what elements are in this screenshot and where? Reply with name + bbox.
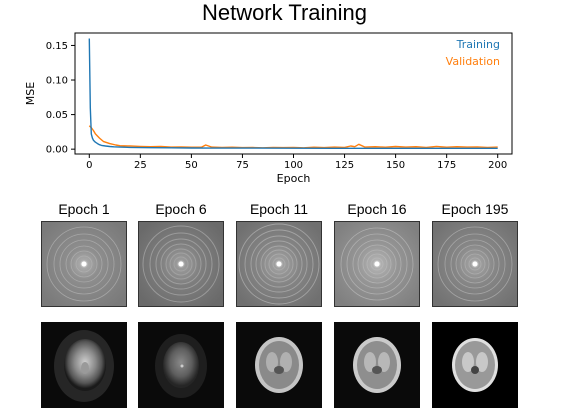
- kspace-image-epoch-11: [236, 221, 322, 307]
- reconstruction-image-epoch-16: [334, 322, 420, 408]
- x-tick-label: 175: [437, 160, 456, 171]
- x-tick-label: 100: [284, 160, 303, 171]
- x-tick-label: 50: [185, 160, 198, 171]
- reconstruction-image-epoch-1: [41, 322, 127, 408]
- x-axis-label: Epoch: [277, 172, 311, 185]
- figure-title: Network Training: [201, 0, 368, 25]
- epoch-label-6: Epoch 6: [155, 201, 207, 217]
- epoch-label-16: Epoch 16: [347, 201, 407, 217]
- x-tick-label: 125: [335, 160, 354, 171]
- y-tick-label: 0.05: [46, 110, 68, 121]
- x-tick-label: 0: [86, 160, 92, 171]
- y-tick-label: 0.00: [46, 145, 68, 156]
- reconstruction-image-epoch-11: [236, 322, 322, 408]
- series-line-validation: [88, 125, 498, 149]
- epoch-label-195: Epoch 195: [441, 201, 509, 217]
- reconstruction-image-epoch-6: [138, 322, 224, 408]
- epoch-label-11: Epoch 11: [249, 201, 309, 217]
- kspace-image-epoch-16: [334, 221, 420, 307]
- y-tick-label: 0.15: [46, 41, 68, 52]
- legend-entry-training: Training: [456, 38, 500, 51]
- epoch-label-1: Epoch 1: [58, 201, 110, 217]
- mse-line-chart: 0 25 50 75 100 125 150 175 200 0.00 0.05 0.10 0.15 Ep…: [24, 32, 513, 185]
- plot-frame: [74, 32, 513, 155]
- y-axis-label: MSE: [24, 82, 37, 105]
- kspace-image-epoch-195: [432, 221, 518, 307]
- y-tick-label: 0.10: [46, 76, 68, 87]
- reconstruction-image-epoch-195: [432, 322, 518, 408]
- kspace-image-epoch-6: [138, 221, 224, 307]
- x-tick-label: 200: [488, 160, 507, 171]
- x-tick-label: 75: [236, 160, 249, 171]
- kspace-image-epoch-1: [41, 221, 127, 307]
- legend-entry-validation: Validation: [446, 55, 500, 68]
- x-tick-label: 25: [134, 160, 147, 171]
- x-tick-label: 150: [386, 160, 405, 171]
- series-line-training: [88, 38, 498, 150]
